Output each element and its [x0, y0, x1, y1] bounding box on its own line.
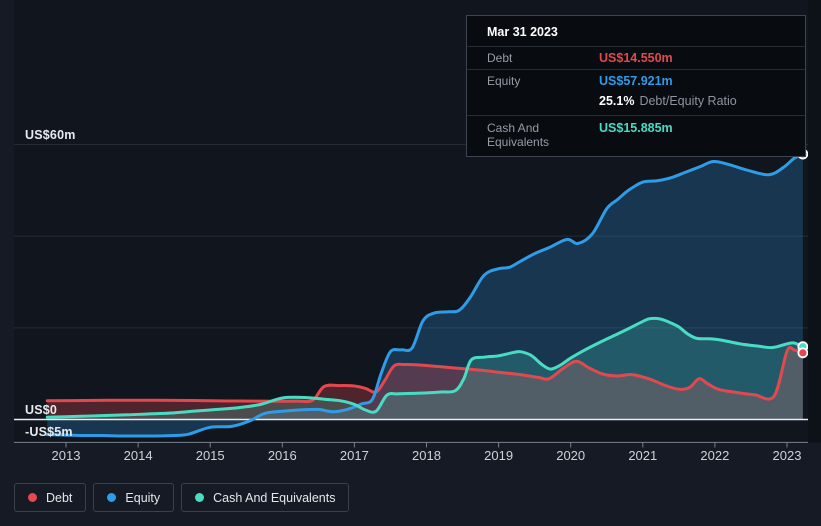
legend-item-cash[interactable]: Cash And Equivalents [181, 483, 350, 512]
x-axis-label: 2013 [51, 448, 81, 463]
tooltip-row-ratio: 25.1% Debt/Equity Ratio [467, 90, 805, 115]
legend-cash-label: Cash And Equivalents [213, 490, 336, 505]
x-axis-label: 2017 [339, 448, 369, 463]
equity-series-dot-icon [107, 493, 117, 502]
x-axis-label: 2014 [123, 448, 153, 463]
tooltip-cash-value: US$15.885m [599, 121, 673, 135]
x-axis-label: 2021 [628, 448, 658, 463]
tooltip-equity-label: Equity [487, 74, 521, 88]
cash-series-dot-icon [195, 493, 205, 502]
chart-legend: Debt Equity Cash And Equivalents [14, 483, 350, 512]
hover-tooltip: Mar 31 2023 Debt US$14.550m Equity US$57… [466, 15, 806, 157]
tooltip-row-cash: Cash And Equivalents US$15.885m [467, 115, 805, 156]
tooltip-row-debt: Debt US$14.550m [467, 47, 805, 70]
x-axis-label: 2023 [772, 448, 802, 463]
legend-item-debt[interactable]: Debt [14, 483, 87, 512]
x-axis-label: 2019 [484, 448, 514, 463]
y-axis-label: US$0 [25, 402, 58, 417]
tooltip-row-equity: Equity US$57.921m [467, 70, 805, 90]
x-axis-label: 2016 [267, 448, 297, 463]
legend-debt-label: Debt [46, 490, 73, 505]
tooltip-equity-value: US$57.921m [599, 74, 673, 88]
x-axis-label: 2022 [700, 448, 730, 463]
tooltip-debt-label: Debt [487, 51, 513, 65]
tooltip-date: Mar 31 2023 [467, 16, 805, 47]
tooltip-ratio-label: Debt/Equity Ratio [639, 94, 737, 108]
tooltip-cash-label: Cash And Equivalents [487, 121, 550, 149]
tooltip-debt-value: US$14.550m [599, 51, 673, 65]
x-axis-label: 2018 [412, 448, 441, 463]
tooltip-ratio-value: 25.1% [599, 94, 635, 108]
legend-item-equity[interactable]: Equity [93, 483, 175, 512]
y-axis-label: US$60m [25, 127, 76, 142]
x-axis-label: 2015 [195, 448, 225, 463]
y-axis-label: -US$5m [25, 425, 73, 440]
debt-series-dot-icon [28, 493, 37, 502]
legend-equity-label: Equity [125, 490, 161, 505]
x-axis-label: 2020 [556, 448, 586, 463]
